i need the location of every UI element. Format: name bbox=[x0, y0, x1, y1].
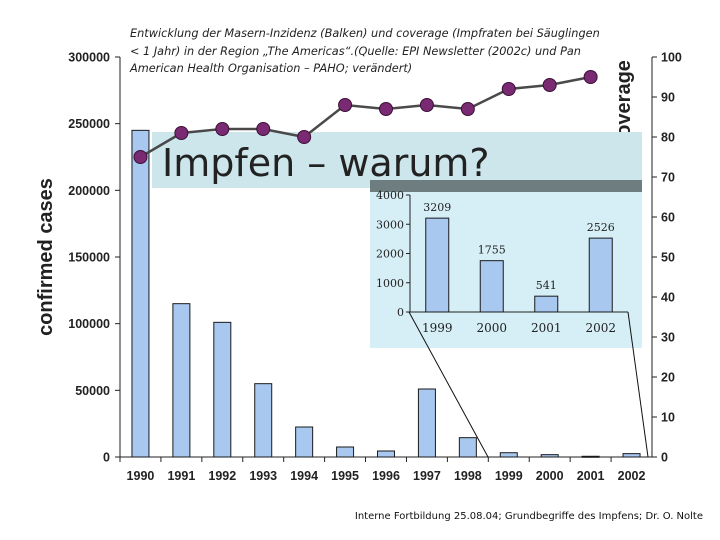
y-tick-label-right: 100 bbox=[661, 51, 682, 65]
inset-bar-2000 bbox=[479, 260, 504, 313]
y-tick-label-right: 30 bbox=[661, 331, 675, 345]
bar-cases-1998 bbox=[458, 437, 477, 458]
y-axis-label-right: coverage bbox=[613, 60, 635, 148]
inset-x-tick-label: 2000 bbox=[476, 321, 507, 335]
inset-x-tick-label: 2001 bbox=[531, 321, 562, 335]
bar-cases-1999 bbox=[499, 452, 518, 458]
y-tick-label-left: 0 bbox=[103, 451, 110, 465]
inset-y-tick-label: 1000 bbox=[376, 277, 404, 290]
inset-data-label-2000: 1755 bbox=[478, 244, 506, 257]
inset-x-tick-label: 1999 bbox=[422, 321, 453, 335]
inset-bar-1999 bbox=[425, 217, 450, 313]
bar-cases-1993 bbox=[254, 383, 273, 458]
inset-y-tick-label: 3000 bbox=[376, 218, 404, 231]
main-ticks: 0 50000 100000 150000 200000 250000 300000 0 10 2… bbox=[68, 51, 682, 484]
y-tick-label-right: 90 bbox=[661, 91, 675, 105]
inset-content: 0 1000 2000 3000 4000 1999 2000 2001 2002 3209 175… bbox=[376, 189, 616, 335]
x-tick-label: 2001 bbox=[577, 469, 605, 483]
x-tick-label: 2000 bbox=[536, 469, 564, 483]
y-tick-label-left: 100000 bbox=[68, 317, 110, 331]
y-tick-label-left: 50000 bbox=[75, 384, 110, 398]
y-tick-label-right: 70 bbox=[661, 171, 675, 185]
y-tick-label-right: 50 bbox=[661, 251, 675, 265]
inset-chart: 0 1000 2000 3000 4000 1999 2000 2001 2002 3209 175… bbox=[370, 180, 642, 348]
x-tick-label: 1996 bbox=[372, 469, 400, 483]
x-tick-label: 1994 bbox=[290, 469, 318, 483]
coverage-point-1996 bbox=[379, 102, 393, 116]
inset-y-tick-label: 2000 bbox=[376, 248, 404, 261]
coverage-point-1997 bbox=[419, 98, 434, 112]
coverage-point-1993 bbox=[256, 122, 271, 136]
y-tick-label-right: 10 bbox=[661, 411, 675, 425]
y-tick-label-right: 80 bbox=[661, 131, 675, 145]
y-axis-label-left: confirmed cases bbox=[35, 178, 57, 336]
banner-title: Impfen – warum? bbox=[162, 141, 490, 185]
bar-cases-1990 bbox=[131, 129, 150, 458]
x-tick-label: 1999 bbox=[495, 469, 523, 483]
y-tick-label-right: 0 bbox=[661, 451, 668, 465]
coverage-point-1991 bbox=[174, 126, 189, 140]
slide-footer: Interne Fortbildung 25.08.04; Grundbegri… bbox=[354, 511, 703, 522]
coverage-point-1994 bbox=[297, 130, 312, 144]
inset-data-label-2002: 2526 bbox=[587, 221, 615, 234]
inset-y-tick-label: 0 bbox=[397, 306, 404, 319]
bar-cases-2001 bbox=[581, 455, 600, 458]
x-tick-label: 1990 bbox=[127, 469, 155, 483]
coverage-point-2001 bbox=[583, 70, 598, 84]
bar-cases-2002 bbox=[622, 453, 641, 458]
main-bars bbox=[131, 129, 641, 458]
coverage-point-1990 bbox=[133, 150, 148, 164]
bar-cases-1997 bbox=[417, 388, 436, 458]
bar-cases-1992 bbox=[213, 321, 232, 458]
x-tick-label: 1998 bbox=[454, 469, 482, 483]
coverage-point-1995 bbox=[338, 98, 353, 112]
figure-caption: Entwicklung der Masern-Inzidenz (Balken)… bbox=[130, 27, 600, 75]
bar-cases-1995 bbox=[336, 446, 355, 458]
inset-bar-2001 bbox=[534, 295, 559, 313]
zoom-connector-left bbox=[408, 311, 489, 458]
coverage-line bbox=[133, 70, 598, 164]
y-tick-label-right: 60 bbox=[661, 211, 675, 225]
y-tick-label-left: 150000 bbox=[68, 251, 110, 265]
zoom-connector-right bbox=[627, 311, 649, 458]
inset-data-label-2001: 541 bbox=[536, 279, 557, 292]
y-tick-label-left: 250000 bbox=[68, 117, 110, 131]
x-tick-label: 1993 bbox=[249, 469, 277, 483]
bar-cases-1994 bbox=[295, 426, 314, 458]
coverage-point-2000 bbox=[542, 78, 557, 92]
title-banner: Impfen – warum? bbox=[152, 132, 642, 188]
bar-cases-1996 bbox=[377, 450, 395, 458]
inset-header-strip bbox=[370, 180, 642, 192]
y-tick-label-right: 20 bbox=[661, 371, 675, 385]
inset-data-label-1999: 3209 bbox=[423, 201, 451, 214]
coverage-point-1999 bbox=[501, 82, 516, 96]
inset-bar-2002 bbox=[588, 237, 613, 313]
x-tick-label: 1991 bbox=[167, 469, 195, 483]
x-tick-label: 1992 bbox=[208, 469, 236, 483]
bar-cases-2000 bbox=[540, 454, 559, 458]
coverage-point-1998 bbox=[460, 102, 475, 116]
y-tick-label-left: 200000 bbox=[68, 184, 110, 198]
bar-cases-1991 bbox=[172, 303, 191, 458]
x-tick-label: 2002 bbox=[618, 469, 646, 483]
coverage-point-1992 bbox=[215, 122, 230, 136]
inset-x-tick-label: 2002 bbox=[585, 321, 616, 335]
title-banner-box bbox=[152, 132, 642, 188]
y-tick-label-right: 40 bbox=[661, 291, 675, 305]
inset-y-tick-label: 4000 bbox=[376, 189, 404, 202]
x-tick-label: 1997 bbox=[413, 469, 441, 483]
x-tick-label: 1995 bbox=[331, 469, 359, 483]
y-tick-label-left: 300000 bbox=[68, 51, 110, 65]
